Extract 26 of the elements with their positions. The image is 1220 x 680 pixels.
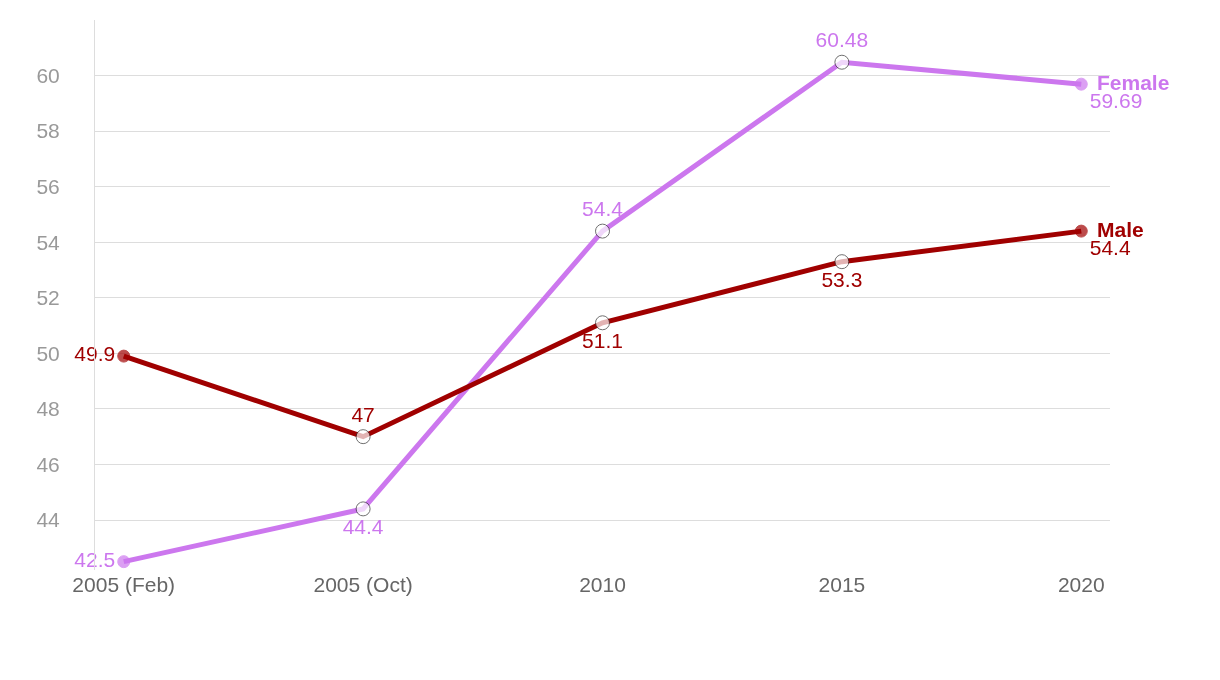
x-tick-label: 2005 (Oct) <box>313 573 413 596</box>
data-label: 53.3 <box>821 268 863 292</box>
point <box>1074 77 1088 91</box>
x-tick-label: 2020 <box>1057 573 1105 596</box>
y-tick-label: 48 <box>36 397 60 421</box>
point <box>117 349 131 363</box>
data-label: 51.1 <box>582 329 623 353</box>
point <box>1074 224 1088 238</box>
data-label: 42.5 <box>74 547 116 571</box>
y-tick-label: 44 <box>36 508 61 532</box>
data-label: 44.4 <box>342 515 384 539</box>
y-tick-label: 52 <box>36 286 60 310</box>
y-tick-label: 58 <box>36 119 60 143</box>
data-label: 60.48 <box>815 28 869 52</box>
x-tick-label: 2005 (Feb) <box>72 573 176 596</box>
x-tick-label: 2010 <box>579 573 626 596</box>
data-label: 47 <box>351 402 375 426</box>
point <box>117 555 131 569</box>
y-tick-label: 46 <box>36 452 60 476</box>
y-tick-label: 60 <box>36 63 60 87</box>
y-tick-label: 54 <box>36 230 61 254</box>
data-label: 49.9 <box>74 342 116 366</box>
data-label: 54.4 <box>582 197 624 221</box>
x-tick-label: 2015 <box>818 573 866 596</box>
y-tick-label: 56 <box>36 175 60 199</box>
y-tick-label: 50 <box>36 341 60 365</box>
